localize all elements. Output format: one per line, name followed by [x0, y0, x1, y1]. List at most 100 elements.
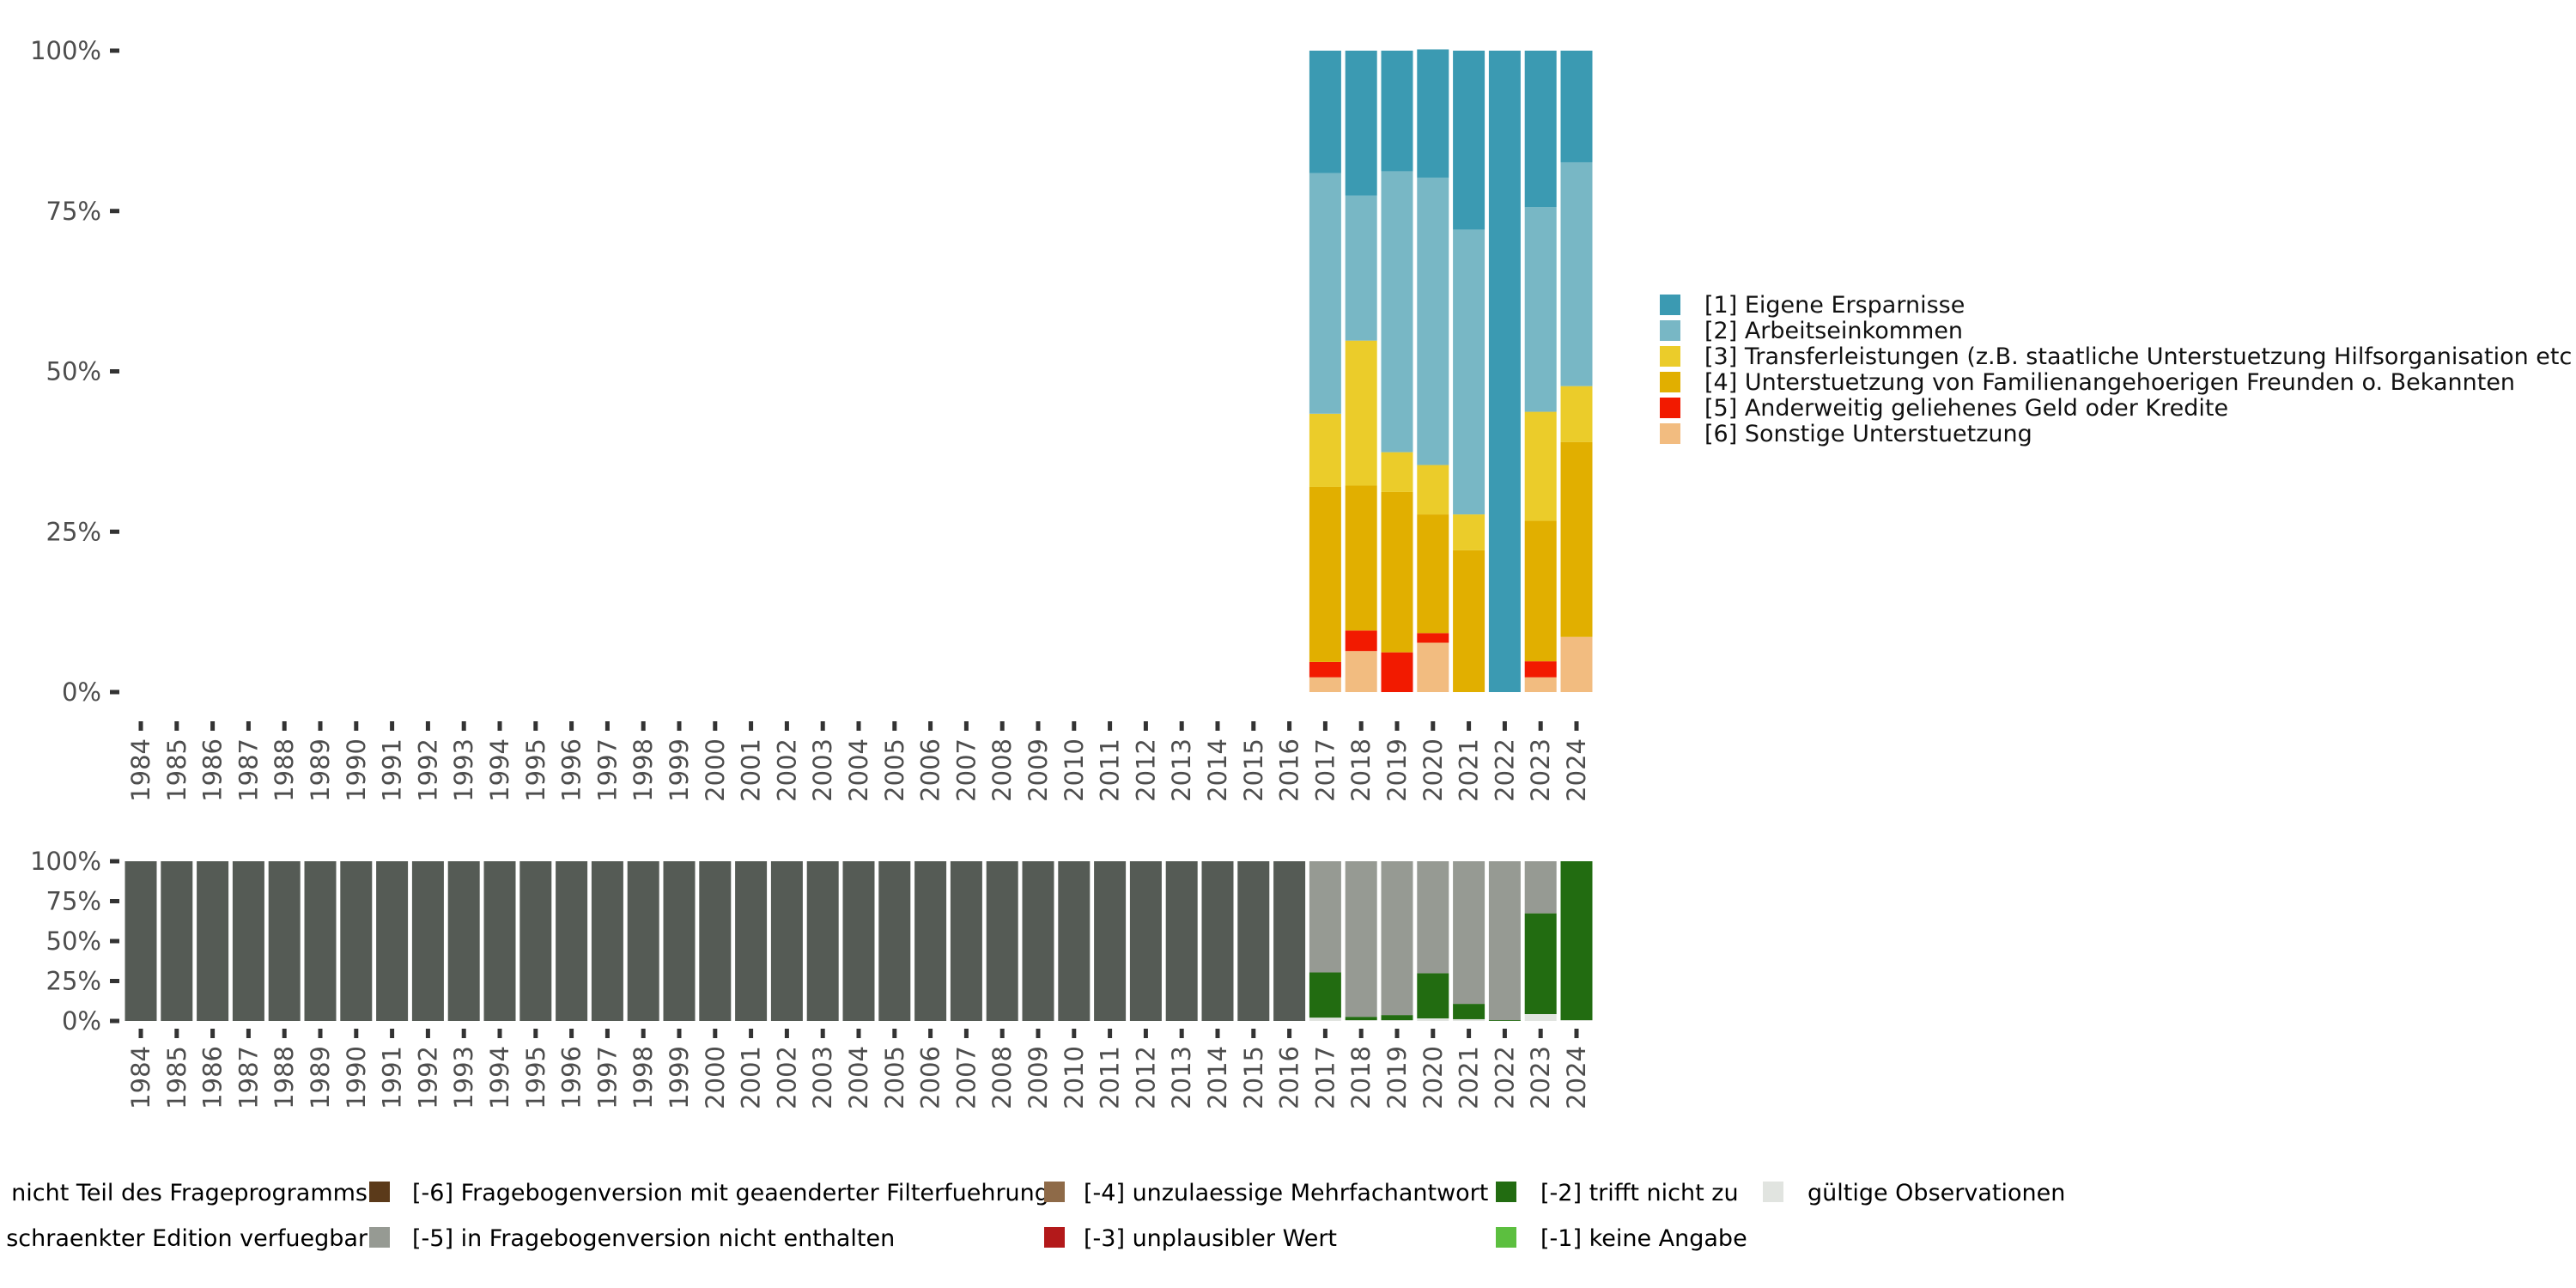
bottom-y-tick-label: 0% — [62, 1006, 101, 1036]
top-y-tick — [110, 48, 119, 53]
bottom-y-tick — [110, 939, 119, 944]
bottom-bar-segment-2019 — [1381, 1020, 1413, 1021]
bottom-x-tick-label: 2014 — [1203, 1046, 1232, 1109]
bottom-bar-segment-2023 — [1524, 913, 1557, 1015]
bottom-x-tick — [1358, 1029, 1364, 1038]
bottom-bar-segment-2020 — [1417, 861, 1449, 974]
bottom-bar-segment-2024 — [1560, 861, 1593, 1021]
bottom-x-tick — [1251, 1029, 1256, 1038]
bottom-x-tick-label: 2018 — [1346, 1046, 1376, 1109]
top-x-tick — [533, 721, 538, 731]
legend-swatch — [369, 1227, 390, 1248]
top-x-tick-label: 2021 — [1455, 738, 1484, 802]
top-y-tick-label: 0% — [62, 677, 101, 707]
bottom-y-tick-label: 50% — [46, 927, 101, 956]
bottom-bar-segment-2006 — [914, 861, 947, 1021]
bottom-x-tick-label: 2007 — [951, 1046, 981, 1109]
top-bar-segment-2023 — [1524, 51, 1557, 208]
top-x-tick-label: 2013 — [1167, 738, 1196, 802]
bottom-x-tick — [641, 1029, 646, 1038]
bottom-x-tick-label: 2016 — [1275, 1046, 1304, 1109]
top-x-tick-label: 1988 — [270, 738, 299, 802]
top-x-tick — [354, 721, 359, 731]
legend-swatch — [1660, 372, 1680, 392]
top-x-tick — [1358, 721, 1364, 731]
top-x-tick — [713, 721, 718, 731]
bottom-bar-segment-2023 — [1524, 861, 1557, 914]
legend-label: [6] Sonstige Unterstuetzung — [1704, 420, 2032, 447]
top-bar-segment-2017 — [1309, 677, 1341, 692]
top-x-tick — [1431, 721, 1436, 731]
top-x-tick — [1179, 721, 1184, 731]
top-x-tick-label: 2016 — [1275, 738, 1304, 802]
top-bar-segment-2020 — [1417, 642, 1449, 692]
bottom-x-tick-label: 1998 — [629, 1046, 658, 1109]
top-x-tick-label: 2018 — [1346, 738, 1376, 802]
bottom-x-tick-label: 1990 — [342, 1046, 371, 1109]
top-bar-segment-2017 — [1309, 51, 1341, 173]
bottom-bar-segment-2016 — [1273, 861, 1306, 1021]
top-bar-segment-2020 — [1417, 177, 1449, 465]
top-x-tick — [677, 721, 682, 731]
top-bar-segment-2018 — [1345, 195, 1377, 341]
top-x-tick — [1143, 721, 1148, 731]
bottom-bar-segment-2015 — [1237, 861, 1270, 1021]
bottom-y-tick-label: 75% — [46, 887, 101, 916]
bottom-x-tick — [282, 1029, 287, 1038]
bottom-x-tick-label: 1985 — [162, 1046, 191, 1109]
legend-label: schraenkter Edition verfuegbar — [6, 1225, 368, 1252]
top-x-tick-label: 1995 — [521, 738, 550, 802]
bottom-x-tick — [1502, 1029, 1507, 1038]
legend-label: nicht Teil des Frageprogramms — [11, 1180, 368, 1206]
bottom-x-tick-label: 2001 — [737, 1046, 766, 1109]
bottom-x-tick — [1143, 1029, 1148, 1038]
bottom-x-tick — [138, 1029, 143, 1038]
bottom-bar-segment-2000 — [699, 861, 732, 1021]
top-bar-segment-2023 — [1524, 411, 1557, 521]
bottom-x-tick-label: 2013 — [1167, 1046, 1196, 1109]
top-x-tick — [138, 721, 143, 731]
bottom-x-tick-label: 1984 — [126, 1046, 155, 1109]
bottom-x-tick-label: 2003 — [808, 1046, 837, 1109]
top-x-tick — [569, 721, 574, 731]
top-bar-segment-2018 — [1345, 340, 1377, 486]
top-x-tick — [963, 721, 969, 731]
bottom-x-tick — [1538, 1029, 1543, 1038]
bottom-bar-segment-2017 — [1309, 861, 1341, 973]
chart-canvas: 0%25%50%75%100% 1984 1985 1986 1987 1988 1989… — [30, 36, 1593, 1109]
top-x-tick — [1322, 721, 1327, 731]
top-x-tick-label: 1992 — [413, 738, 442, 802]
top-x-tick — [784, 721, 789, 731]
bottom-x-tick-label: 2015 — [1239, 1046, 1268, 1109]
bottom-bar-segment-1989 — [304, 861, 337, 1021]
top-x-tick — [1394, 721, 1400, 731]
bottom-x-tick — [1467, 1029, 1472, 1038]
top-x-tick — [856, 721, 861, 731]
top-x-tick — [497, 721, 502, 731]
bottom-x-tick-label: 2023 — [1526, 1046, 1555, 1109]
top-y-axis: 0% 25% 50% 75% 100% — [30, 36, 119, 707]
bottom-x-tick — [1215, 1029, 1220, 1038]
bottom-bar-segment-1986 — [197, 861, 229, 1021]
bottom-bar-segment-2019 — [1381, 1015, 1413, 1021]
top-x-tick-label: 1986 — [198, 738, 228, 802]
bottom-x-tick — [1108, 1029, 1113, 1038]
legend-item: [2] Arbeitseinkommen — [1660, 318, 2572, 344]
legend-item: [5] Anderweitig geliehenes Geld oder Kre… — [1660, 395, 2572, 422]
top-x-tick-label: 1989 — [306, 738, 335, 802]
top-bar-segment-2019 — [1381, 452, 1413, 492]
top-x-tick-label: 1984 — [126, 738, 155, 802]
top-x-tick — [1036, 721, 1041, 731]
bottom-y-tick-label: 25% — [46, 967, 101, 996]
bottom-x-tick — [1036, 1029, 1041, 1038]
bottom-x-tick-label: 1994 — [485, 1046, 514, 1109]
bottom-y-tick — [110, 899, 119, 903]
top-x-tick-label: 1998 — [629, 738, 658, 802]
bottom-x-tick — [569, 1029, 574, 1038]
bottom-x-tick-label: 2000 — [701, 1046, 730, 1109]
top-y-tick — [110, 690, 119, 695]
top-bars — [1309, 49, 1593, 692]
top-bar-segment-2021 — [1453, 229, 1485, 515]
legend-label: [-1] keine Angabe — [1540, 1225, 1747, 1252]
bottom-bar-segment-2018 — [1345, 1020, 1377, 1021]
